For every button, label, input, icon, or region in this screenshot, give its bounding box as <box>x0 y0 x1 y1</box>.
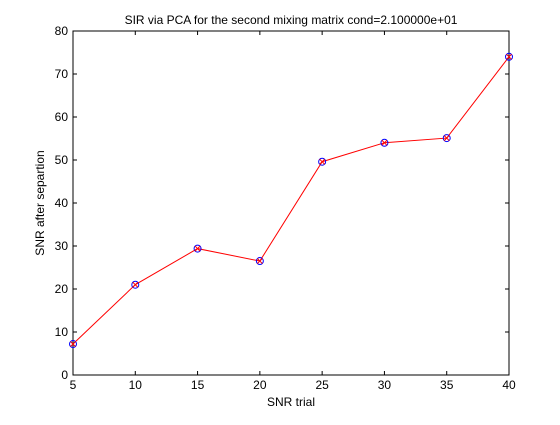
y-tick-label: 80 <box>55 24 69 38</box>
y-tick-label: 70 <box>55 67 69 81</box>
data-point <box>318 157 327 166</box>
y-tick-label: 30 <box>55 239 69 253</box>
y-tick-label: 20 <box>55 282 69 296</box>
data-point <box>255 257 264 266</box>
data-point <box>505 52 513 61</box>
x-axis-title: SNR trial <box>267 395 315 409</box>
x-tick-label: 10 <box>129 378 143 392</box>
data-point <box>380 138 389 147</box>
data-point <box>442 134 451 143</box>
y-axis-title: SNR after separtion <box>33 150 47 255</box>
y-tick-label: 60 <box>55 110 69 124</box>
data-point <box>131 280 140 289</box>
x-tick-label: 20 <box>253 378 267 392</box>
x-tick-label: 5 <box>70 378 77 392</box>
y-tick-label: 10 <box>55 325 69 339</box>
y-tick-label: 0 <box>61 368 68 382</box>
data-point <box>69 340 77 349</box>
plot-area <box>72 30 510 376</box>
x-tick-label: 15 <box>191 378 205 392</box>
x-tick-label: 35 <box>440 378 454 392</box>
y-axis: 0 10 20 30 40 50 60 70 80 <box>55 24 509 382</box>
x-tick-label: 40 <box>502 378 516 392</box>
chart-title: SIR via PCA for the second mixing matrix… <box>125 13 458 27</box>
data-point <box>193 244 202 253</box>
y-tick-label: 40 <box>55 196 69 210</box>
series-layer <box>69 52 513 349</box>
x-tick-label: 30 <box>378 378 392 392</box>
y-tick-label: 50 <box>55 153 69 167</box>
x-tick-label: 25 <box>315 378 329 392</box>
series-line <box>72 56 510 345</box>
x-axis: 5 10 15 20 25 30 35 40 <box>70 31 516 392</box>
